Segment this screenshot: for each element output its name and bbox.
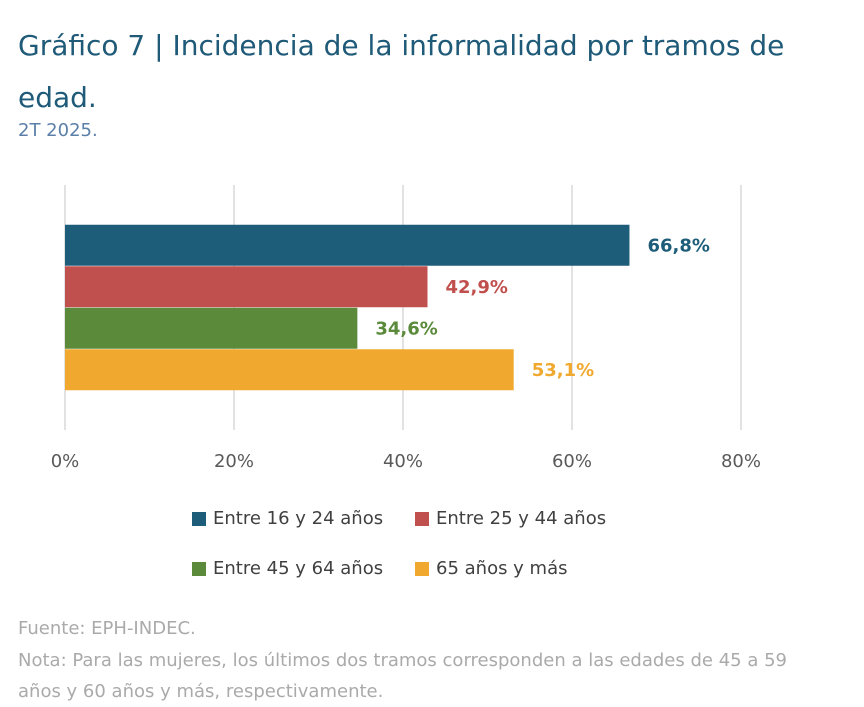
data-label: 53,1%	[532, 360, 594, 381]
x-tick-label: 40%	[383, 451, 423, 472]
x-tick-label: 0%	[51, 451, 80, 472]
legend-swatch	[415, 512, 429, 526]
x-tick-label: 60%	[552, 451, 592, 472]
legend-label: Entre 25 y 44 años	[436, 508, 606, 529]
bar	[65, 266, 428, 308]
data-label: 42,9%	[446, 277, 508, 298]
x-tick-label: 80%	[721, 451, 761, 472]
bar	[65, 224, 630, 266]
bar	[65, 349, 514, 391]
legend-label: 65 años y más	[436, 558, 568, 579]
legend-swatch	[192, 562, 206, 576]
legend-swatch	[192, 512, 206, 526]
chart-title: Gráfico 7 | Incidencia de la informalida…	[18, 29, 785, 114]
note: Nota: Para las mujeres, los últimos dos …	[18, 650, 787, 702]
chart-subtitle: 2T 2025.	[18, 120, 98, 141]
legend-label: Entre 45 y 64 años	[213, 558, 383, 579]
bar	[65, 307, 358, 349]
legend-swatch	[415, 562, 429, 576]
legend-label: Entre 16 y 24 años	[213, 508, 383, 529]
x-tick-label: 20%	[214, 451, 254, 472]
source: Fuente: EPH-INDEC.	[18, 618, 196, 639]
data-label: 66,8%	[647, 235, 709, 256]
data-label: 34,6%	[375, 318, 437, 339]
